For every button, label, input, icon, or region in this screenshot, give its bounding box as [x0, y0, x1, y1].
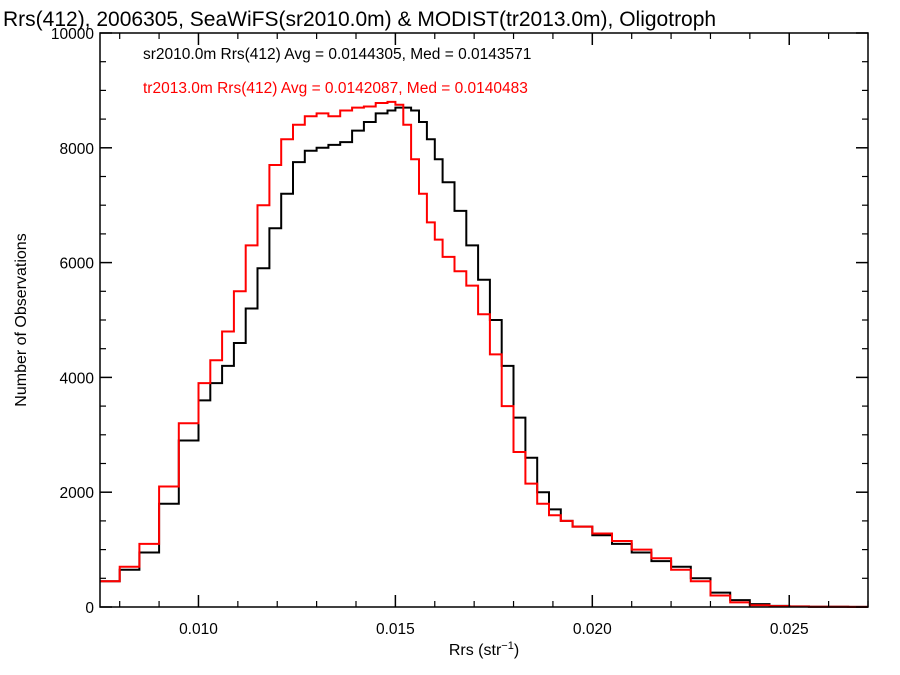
y-tick-label: 8000 [60, 141, 95, 158]
x-tick-label: 0.020 [573, 621, 612, 638]
y-tick-label: 2000 [60, 485, 95, 502]
legend-entry-red: tr2013.0m Rrs(412) Avg = 0.0142087, Med … [143, 80, 528, 97]
series-layer [100, 100, 868, 608]
x-tick-label: 0.015 [376, 621, 415, 638]
chart-title: Rrs(412), 2006305, SeaWiFS(sr2010.0m) & … [3, 8, 716, 31]
y-tick-label: 6000 [60, 256, 95, 273]
tr2013-series-line [100, 100, 868, 608]
x-tick-label: 0.025 [770, 621, 809, 638]
legend-entry-black: sr2010.0m Rrs(412) Avg = 0.0144305, Med … [143, 46, 531, 63]
y-tick-label: 4000 [60, 370, 95, 387]
x-tick-label: 0.010 [179, 621, 218, 638]
y-axis-label: Number of Observations [13, 233, 30, 406]
y-tick-label: 10000 [51, 26, 94, 43]
y-tick-label: 0 [85, 600, 94, 617]
ticks-layer: 0.010 0.015 0.020 0.025 0 2000 4000 6000 8000 100… [51, 26, 869, 638]
